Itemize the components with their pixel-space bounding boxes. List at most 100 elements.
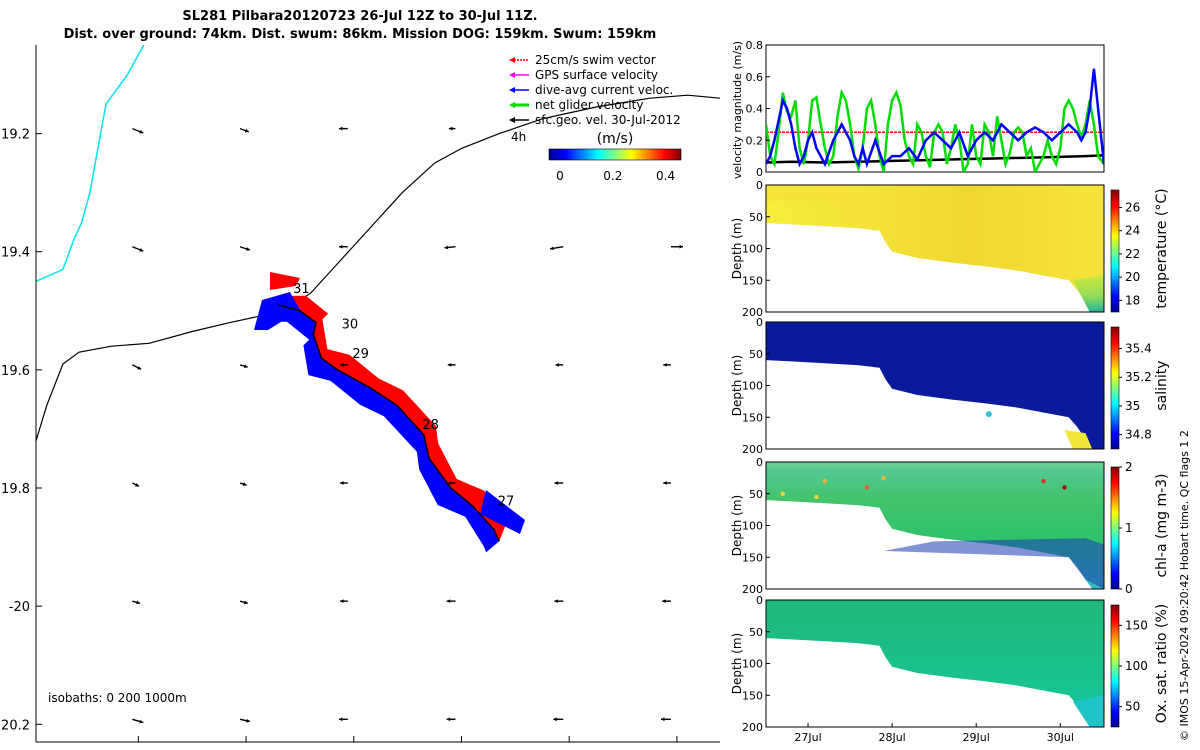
colorbar-tick-label: 150	[1125, 618, 1148, 632]
chla_section: 0 50 100 150 200 Depth (m) 2 1 0 chl-a (mg m-3)	[730, 456, 1170, 596]
velocity-y-tick-label: 0.4	[746, 103, 764, 116]
section-field	[766, 322, 1104, 449]
time-x-tick-label: 28Jul	[878, 731, 905, 744]
arrow-head	[661, 717, 665, 722]
section-y-tick-label: 0	[756, 179, 763, 192]
sfc-geo-arrow	[670, 244, 684, 249]
sfc-geo-arrow	[239, 246, 251, 251]
velocity-lines	[766, 68, 1104, 172]
section-y-tick-label: 50	[749, 626, 763, 639]
colorbar-label: salinity	[1154, 360, 1170, 410]
figure-title-line1: SL281 Pilbara20120723 26-Jul 12Z to 30-J…	[182, 9, 538, 24]
section-fill	[766, 185, 1104, 312]
velocity-plot-area	[765, 44, 1105, 173]
net-velocity-icon	[509, 102, 529, 108]
arrow-head	[340, 599, 344, 604]
legend-label: 25cm/s swim vector	[535, 53, 656, 67]
map-y-tick-label: 19.8	[1, 482, 30, 497]
section-y-tick-label: 100	[742, 658, 763, 671]
legend-arrowhead	[509, 117, 515, 123]
section-y-tick-label: 150	[742, 689, 763, 702]
map-y-tick-label: 19.4	[1, 246, 30, 261]
arrow-head	[242, 482, 247, 486]
temperature_section: 0 50 100 150 200 Depth (m) 26 24 22 20 18 temperatu…	[730, 179, 1170, 319]
sfc-geo-arrow	[448, 126, 456, 131]
sfc-geo-icon	[509, 117, 529, 123]
sfc-geo-arrow	[239, 718, 251, 723]
figure-title-line2: Dist. over ground: 74km. Dist. swum: 86k…	[63, 27, 657, 42]
sfc-geo-arrow	[132, 600, 141, 605]
arrow-head	[243, 364, 248, 368]
section-y-tick-label: 0	[756, 456, 763, 469]
colorbar-tick-label: 0.2	[603, 169, 622, 183]
dive-avg-swath	[268, 304, 500, 553]
sfc-geo-arrow	[338, 717, 348, 722]
arrow-head	[662, 599, 666, 604]
legend-note: 4h	[511, 130, 526, 144]
colorbar-tick-label: 35	[1125, 399, 1140, 413]
isobath-200m-line	[36, 94, 720, 441]
day-label: 29	[352, 347, 369, 362]
chl-high-spot	[1041, 478, 1046, 484]
section-y-tick-label: 150	[742, 274, 763, 287]
salinity-spot	[985, 411, 992, 418]
arrow-head	[246, 718, 250, 723]
section-colorbar	[1110, 189, 1120, 313]
arrow-head	[139, 719, 144, 724]
section-y-tick-label: 100	[742, 520, 763, 533]
sfc-geo-arrow	[239, 600, 248, 605]
sfc-geo-arrow	[132, 364, 142, 370]
legend-label: net glider velocity	[535, 98, 643, 112]
legend-arrowhead	[509, 57, 515, 63]
high-salinity-patch	[1064, 429, 1093, 449]
arrow-head	[553, 717, 557, 722]
arrow-head	[679, 244, 684, 249]
legend-item: 25cm/s swim vector	[509, 53, 656, 67]
colorbar-tick-label: 24	[1125, 224, 1140, 238]
section-y-tick-label: 50	[749, 211, 763, 224]
colorbar-label: temperature (°C)	[1154, 188, 1170, 308]
glider-track-line	[278, 304, 500, 542]
section-y-tick-label: 100	[742, 243, 763, 256]
sfc-geo-arrow	[661, 717, 671, 722]
sfc-geo-arrow	[338, 244, 348, 249]
map-colorbar: (m/s) 0 0.2 0.4	[548, 131, 682, 183]
sfc-geo-arrow	[555, 362, 564, 367]
colorbar-tick-label: 100	[1125, 659, 1148, 673]
day-label: 28	[422, 418, 439, 433]
chl-high-spot	[822, 478, 828, 484]
section-y-tick-label: 200	[742, 721, 763, 734]
legend-label: sfc.geo. vel. 30-Jul-2012	[535, 113, 681, 127]
swim-vector-swath-start	[270, 272, 300, 290]
arrow-head	[663, 481, 667, 485]
colorbar-tick-label: 20	[1125, 270, 1140, 284]
section-y-label: Depth (m)	[730, 218, 744, 279]
sfc-geo-arrow	[340, 362, 348, 367]
legend-arrowhead	[509, 72, 515, 78]
colorbar-tick-label: 22	[1125, 247, 1140, 261]
map-y-tick-label: -20	[9, 600, 30, 615]
time-x-tick-label: 30Jul	[1047, 731, 1074, 744]
map-y-tick-label: 20.2	[1, 718, 30, 733]
section-colorbar	[1110, 466, 1120, 590]
sfc-geo-arrow	[132, 127, 144, 134]
sfc-geo-arrow	[447, 481, 456, 485]
section-field	[766, 185, 1104, 312]
section-y-tick-label: 150	[742, 551, 763, 564]
legend-arrowhead	[509, 102, 515, 108]
sfc-geo-arrow	[446, 599, 456, 604]
chl-high-spot	[881, 475, 886, 481]
map-y-tick-label: 19.2	[1, 128, 30, 143]
section-fill	[766, 600, 1104, 727]
sfc-geo-arrow	[444, 245, 456, 250]
legend-item: net glider velocity	[509, 98, 643, 112]
sfc-geo-arrow	[663, 481, 671, 485]
velocity-series-sfc_geo	[766, 154, 1104, 164]
section-y-tick-label: 200	[742, 306, 763, 319]
arrow-head	[549, 246, 554, 251]
